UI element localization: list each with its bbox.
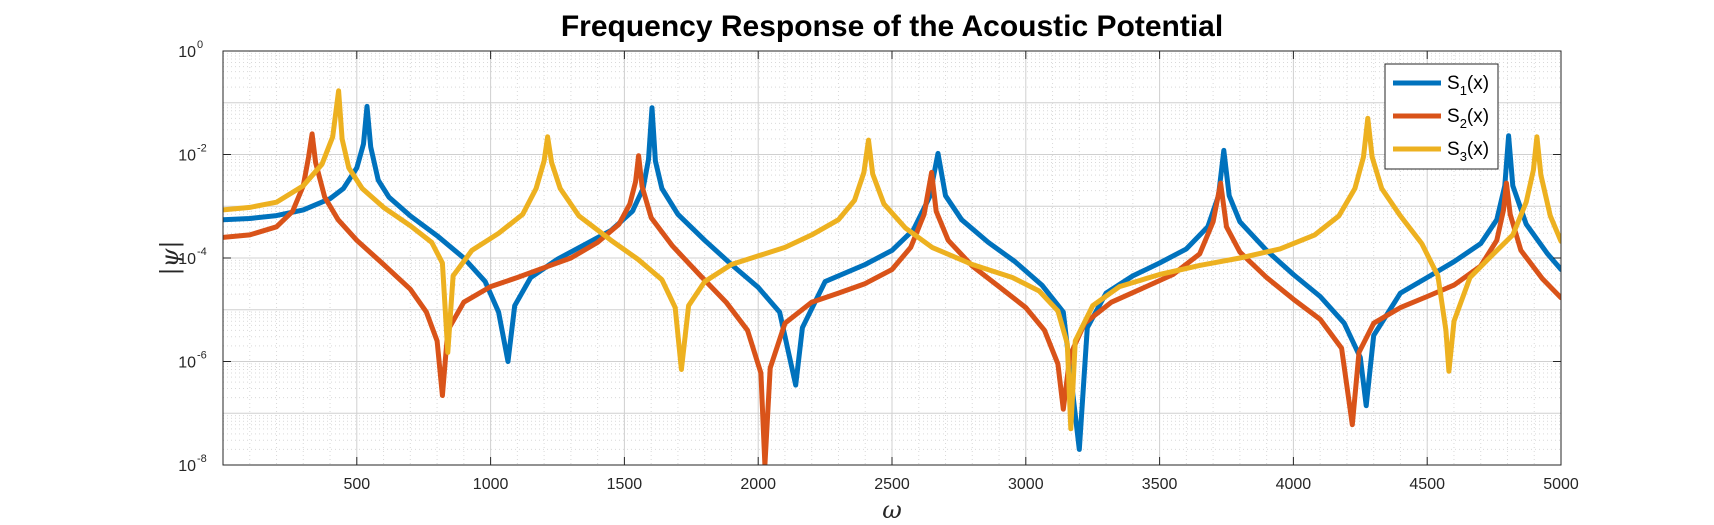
legend-entry-s1: S1(x) (1393, 73, 1489, 98)
x-tick-label: 2500 (874, 476, 910, 493)
x-tick-label: 500 (343, 476, 370, 493)
axis-ticks (223, 50, 1562, 466)
series-layer (223, 88, 1561, 465)
y-tick-label: 10 -4 (178, 246, 207, 268)
legend-entry-s3: S3(x) (1393, 139, 1489, 164)
x-tick-label: 1500 (607, 476, 643, 493)
y-tick-label-exponent: -6 (197, 350, 207, 362)
y-tick-label-exponent: -4 (197, 246, 207, 258)
y-tick-label: 10 0 (178, 39, 203, 61)
x-axis-label: ω (882, 496, 902, 524)
y-tick-label: 10 -6 (178, 350, 207, 372)
y-tick-label-base: 10 (178, 251, 196, 268)
x-tick-label: 3000 (1008, 476, 1044, 493)
legend-label: S2(x) (1447, 106, 1489, 131)
y-tick-label: 10 -2 (178, 143, 207, 165)
legend-label: S1(x) (1447, 73, 1489, 98)
y-tick-label: 10 -8 (178, 453, 207, 475)
y-axis-label: |ψ| (156, 241, 185, 276)
legend-label: S3(x) (1447, 139, 1489, 164)
y-tick-label-base: 10 (178, 458, 196, 475)
y-tick-label-base: 10 (178, 355, 196, 372)
y-tick-label-exponent: -8 (197, 453, 207, 465)
y-tick-label-exponent: -2 (197, 143, 207, 155)
x-tick-labels: 500 1000 1500 2000 2500 3000 3500 4000 4500 5000 (343, 476, 1578, 493)
series-line-s3 (223, 88, 1561, 432)
legend: S1(x) S2(x) S3(x) (1384, 63, 1499, 170)
x-tick-label: 3500 (1142, 476, 1178, 493)
series-line-s1 (223, 103, 1561, 452)
x-tick-label: 2000 (740, 476, 776, 493)
chart-title: Frequency Response of the Acoustic Poten… (561, 10, 1223, 43)
y-tick-label-exponent: 0 (197, 39, 203, 51)
x-tick-label: 1000 (473, 476, 509, 493)
y-tick-label-base: 10 (178, 44, 196, 61)
y-tick-label-base: 10 (178, 148, 196, 165)
legend-entry-s2: S2(x) (1393, 106, 1489, 131)
x-tick-label: 4500 (1409, 476, 1445, 493)
x-tick-label: 5000 (1543, 476, 1579, 493)
x-tick-label: 4000 (1276, 476, 1312, 493)
series-line-s2 (223, 131, 1561, 465)
